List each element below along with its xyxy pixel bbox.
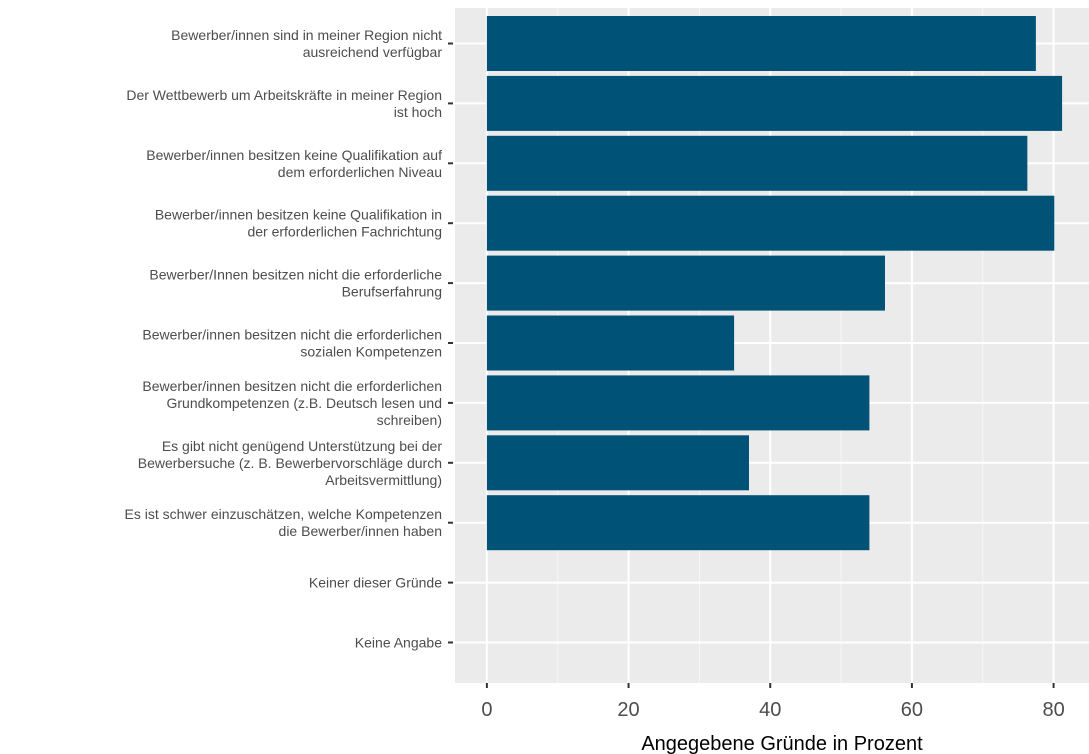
category-label: Bewerber/innen besitzen keine Qualifikat…: [155, 207, 442, 223]
category-label: die Bewerber/innen haben: [279, 523, 442, 539]
category-labels: Bewerber/innen sind in meiner Region nic…: [125, 27, 453, 651]
category-label: schreiben): [377, 412, 442, 428]
bar: [486, 135, 1028, 191]
x-axis-title: Angegebene Gründe in Prozent: [641, 733, 923, 754]
category-label: Bewerber/innen sind in meiner Region nic…: [171, 27, 442, 43]
category-label: ist hoch: [394, 104, 442, 120]
category-label: Es ist schwer einzuschätzen, welche Komp…: [125, 506, 443, 522]
x-tick-labels: 0 20 40 60 80: [481, 683, 1065, 721]
x-tick-label: 0: [481, 699, 492, 721]
bar: [486, 495, 870, 551]
bar: [486, 255, 885, 311]
bars: [486, 16, 1063, 551]
category-label: Bewerber/innen besitzen keine Qualifikat…: [146, 147, 442, 163]
bar: [486, 315, 735, 371]
category-label: Bewerbersuche (z. B. Bewerbervorschläge …: [138, 455, 442, 471]
category-label: Es gibt nicht genügend Unterstützung bei…: [162, 438, 443, 454]
bar: [486, 375, 870, 431]
category-label: Bewerber/innen besitzen nicht die erford…: [142, 327, 442, 343]
category-label: Grundkompetenzen (z.B. Deutsch lesen und: [167, 395, 443, 411]
category-label: Bewerber/Innen besitzen nicht die erford…: [149, 267, 442, 283]
category-label: sozialen Kompetenzen: [300, 344, 442, 360]
bar: [486, 195, 1055, 251]
category-label: Der Wettbewerb um Arbeitskräfte in meine…: [126, 87, 442, 103]
category-label: Berufserfahrung: [342, 284, 442, 300]
category-label: dem erforderlichen Niveau: [278, 164, 442, 180]
bar: [486, 435, 749, 491]
category-label: Arbeitsvermittlung): [325, 472, 442, 488]
x-tick-label: 60: [901, 699, 923, 721]
category-label: Bewerber/innen besitzen nicht die erford…: [142, 378, 442, 394]
x-tick-label: 80: [1042, 699, 1064, 721]
category-label: der erforderlichen Fachrichtung: [247, 224, 442, 240]
category-label: ausreichend verfügbar: [303, 44, 443, 60]
bar: [486, 16, 1036, 71]
category-label: Keiner dieser Gründe: [309, 575, 442, 591]
x-tick-label: 20: [617, 699, 639, 721]
category-label: Keine Angabe: [355, 635, 442, 651]
x-tick-label: 40: [759, 699, 781, 721]
bar: [486, 75, 1063, 131]
